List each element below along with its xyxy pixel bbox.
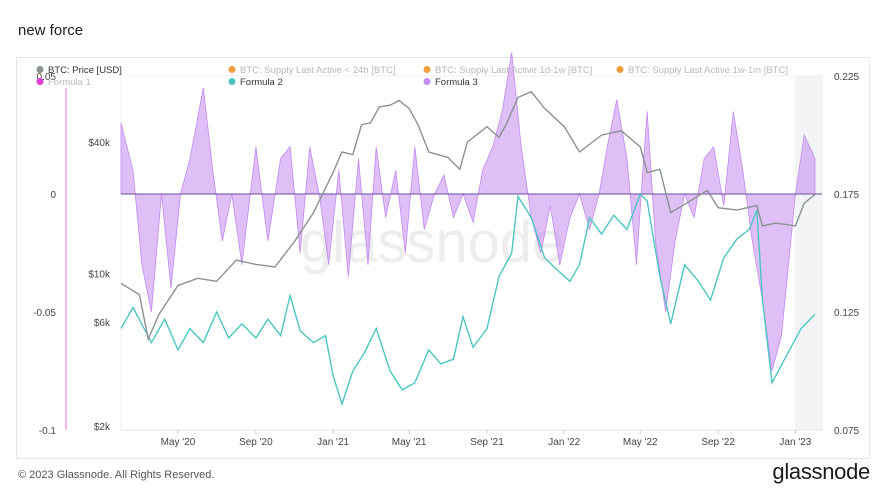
glassnode-logo: glassnode: [772, 459, 870, 484]
left-axis-tick-label: -0.05: [33, 308, 56, 319]
right-axis-tick-label: 0.125: [834, 308, 859, 319]
x-tick-label: May '20: [161, 437, 196, 448]
x-tick-label: Sep '22: [701, 437, 735, 448]
formula3-series: [120, 52, 816, 372]
chart-title: new force: [18, 22, 84, 39]
x-tick-label: Jan '21: [317, 437, 349, 448]
price-axis-tick-label: $40k: [88, 138, 111, 149]
legend-item[interactable]: Formula 3: [423, 77, 478, 88]
series-lines: [120, 90, 816, 407]
legend-label: BTC: Supply Last Active < 24h [BTC]: [240, 65, 396, 76]
legend-marker: [36, 66, 44, 73]
price-axis-tick-label: $2k: [94, 422, 111, 433]
chart-panel: [16, 57, 870, 459]
grid-lines: [65, 75, 823, 431]
legend-label: BTC: Price [USD]: [48, 65, 122, 76]
btc-price-series: [120, 90, 816, 342]
x-tick-label: Jan '22: [548, 437, 580, 448]
right-axis-tick-label: 0.075: [834, 426, 859, 437]
left-axis-tick-label: 0: [50, 190, 56, 201]
right-axis-tick-label: 0.225: [834, 72, 859, 83]
axes: May '20 Sep '20 Jan '21 May '21 Sep '21 Jan '…: [33, 72, 859, 448]
legend-label: Formula 1: [48, 77, 91, 88]
legend-item[interactable]: Formula 2: [228, 77, 283, 88]
left-axis-tick-label: -0.1: [39, 426, 57, 437]
legend-item[interactable]: BTC: Supply Last Active 1w-1m [BTC]: [616, 65, 788, 76]
latest-data-band: [795, 76, 822, 430]
legend-label: Formula 3: [435, 77, 478, 88]
legend-marker: [616, 66, 624, 73]
x-tick-label: Sep '20: [239, 437, 273, 448]
legend-marker: [423, 78, 431, 85]
x-tick-label: Sep '21: [470, 437, 504, 448]
x-tick-label: May '22: [623, 437, 658, 448]
left-axis-tick-label: 0.05: [37, 72, 57, 83]
copyright-footer: © 2023 Glassnode. All Rights Reserved.: [18, 469, 215, 481]
legend-item[interactable]: Formula 1: [36, 77, 91, 88]
price-axis-tick-label: $6k: [94, 318, 111, 329]
right-axis-tick-label: 0.175: [834, 190, 859, 201]
x-tick-label: Jan '23: [779, 437, 811, 448]
legend-label: Formula 2: [240, 77, 283, 88]
legend-marker: [36, 78, 44, 85]
legend-item[interactable]: BTC: Price [USD]: [36, 65, 122, 76]
formula3-area: [120, 52, 822, 372]
legend-item[interactable]: BTC: Supply Last Active < 24h [BTC]: [228, 65, 396, 76]
formula2-series: [120, 192, 816, 407]
legend-marker: [228, 66, 236, 73]
price-axis-tick-label: $10k: [88, 269, 111, 280]
x-tick-label: May '21: [392, 437, 427, 448]
legend[interactable]: BTC: Price [USD] BTC: Supply Last Active …: [36, 65, 788, 88]
legend-label: BTC: Supply Last Active 1d-1w [BTC]: [435, 65, 592, 76]
legend-item[interactable]: BTC: Supply Last Active 1d-1w [BTC]: [423, 65, 593, 76]
legend-label: BTC: Supply Last Active 1w-1m [BTC]: [628, 65, 788, 76]
legend-marker: [423, 66, 431, 73]
watermark: glassnode: [300, 210, 564, 275]
legend-marker: [228, 78, 236, 85]
